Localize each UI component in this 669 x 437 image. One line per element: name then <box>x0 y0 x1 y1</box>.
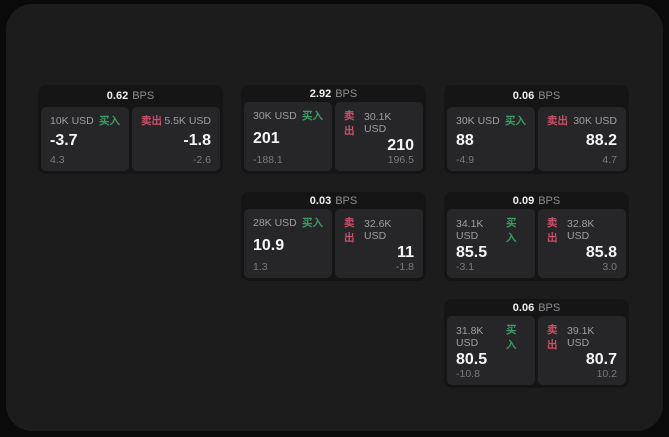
sell-change: -1.8 <box>395 261 414 273</box>
bps-unit: BPS <box>132 90 155 102</box>
sell-cell[interactable]: 卖出 32.8K USD 85.8 3.0 <box>538 209 626 278</box>
quote-card: 0.06 BPS 31.8K USD 买入 80.5 -10.8 卖出 39.1… <box>444 299 629 388</box>
buy-change: -3.1 <box>456 261 475 273</box>
card-header: 0.62 BPS <box>38 85 223 107</box>
buy-amount: 34.1K USD <box>456 218 484 242</box>
buy-change: -4.9 <box>456 154 475 166</box>
buy-label: 买入 <box>302 217 323 229</box>
card-body: 28K USD 买入 10.9 1.3 卖出 32.6K USD 11 -1.8 <box>241 209 426 281</box>
sell-label: 卖出 <box>344 217 355 244</box>
buy-label: 买入 <box>506 217 517 244</box>
buy-price: 80.5 <box>456 351 488 368</box>
buy-price: 85.5 <box>456 244 488 261</box>
bps-value: 2.92 <box>309 87 332 100</box>
sell-price: 80.7 <box>585 351 617 368</box>
buy-amount: 30K USD <box>456 114 500 127</box>
sell-cell[interactable]: 卖出 5.5K USD -1.8 -2.6 <box>132 107 220 171</box>
sell-amount: 32.8K USD <box>566 218 595 242</box>
sell-price: 85.8 <box>585 244 617 261</box>
bps-value: 0.62 <box>106 90 129 102</box>
sell-change: 3.0 <box>602 261 617 273</box>
buy-amount: 28K USD <box>253 216 297 229</box>
buy-change: 1.3 <box>253 261 268 273</box>
sell-change: 4.7 <box>602 154 617 166</box>
sell-price: -1.8 <box>183 132 211 149</box>
sell-price: 210 <box>387 137 414 154</box>
card-body: 30K USD 买入 201 -188.1 卖出 30.1K USD 210 1… <box>241 102 426 174</box>
sell-label: 卖出 <box>547 324 558 351</box>
sell-amount: 39.1K USD <box>566 325 595 349</box>
bps-value: 0.09 <box>512 194 535 207</box>
sell-label: 卖出 <box>547 115 568 127</box>
card-body: 34.1K USD 买入 85.5 -3.1 卖出 32.8K USD 85.8… <box>444 209 629 281</box>
sell-change: 196.5 <box>387 154 414 166</box>
buy-change: 4.3 <box>50 154 65 166</box>
buy-price: 201 <box>253 129 280 147</box>
sell-label: 卖出 <box>344 110 355 137</box>
sell-price: 11 <box>397 244 414 261</box>
buy-cell[interactable]: 31.8K USD 买入 80.5 -10.8 <box>447 316 535 385</box>
quote-card: 0.09 BPS 34.1K USD 买入 85.5 -3.1 卖出 32.8K… <box>444 192 629 281</box>
sell-label: 卖出 <box>141 115 162 127</box>
bps-unit: BPS <box>538 194 561 207</box>
buy-cell[interactable]: 10K USD 买入 -3.7 4.3 <box>41 107 129 171</box>
card-header: 0.03 BPS <box>241 192 426 209</box>
sell-price: 88.2 <box>585 132 617 149</box>
sell-amount: 30.1K USD <box>363 111 392 135</box>
sell-amount: 32.6K USD <box>363 218 392 242</box>
bps-unit: BPS <box>335 87 358 100</box>
buy-cell[interactable]: 28K USD 买入 10.9 1.3 <box>244 209 332 278</box>
card-body: 10K USD 买入 -3.7 4.3 卖出 5.5K USD -1.8 -2.… <box>38 107 223 174</box>
bps-unit: BPS <box>335 194 358 207</box>
sell-label: 卖出 <box>547 217 558 244</box>
buy-price: 88 <box>456 132 474 149</box>
buy-label: 买入 <box>505 115 526 127</box>
card-header: 0.06 BPS <box>444 299 629 316</box>
card-body: 30K USD 买入 88 -4.9 卖出 30K USD 88.2 4.7 <box>444 107 629 174</box>
card-header: 0.06 BPS <box>444 85 629 107</box>
app-panel: 0.62 BPS 10K USD 买入 -3.7 4.3 卖出 5.5K USD <box>6 4 663 431</box>
buy-cell[interactable]: 30K USD 买入 88 -4.9 <box>447 107 535 171</box>
sell-amount: 5.5K USD <box>164 114 211 127</box>
card-header: 2.92 BPS <box>241 85 426 102</box>
card-body: 31.8K USD 买入 80.5 -10.8 卖出 39.1K USD 80.… <box>444 316 629 388</box>
buy-label: 买入 <box>506 324 517 351</box>
buy-price: -3.7 <box>50 132 78 149</box>
sell-cell[interactable]: 卖出 30K USD 88.2 4.7 <box>538 107 626 171</box>
buy-amount: 30K USD <box>253 109 297 122</box>
sell-cell[interactable]: 卖出 32.6K USD 11 -1.8 <box>335 209 423 278</box>
quote-card: 2.92 BPS 30K USD 买入 201 -188.1 卖出 30.1K … <box>241 85 426 174</box>
buy-cell[interactable]: 34.1K USD 买入 85.5 -3.1 <box>447 209 535 278</box>
quote-card: 0.03 BPS 28K USD 买入 10.9 1.3 卖出 32.6K US… <box>241 192 426 281</box>
buy-label: 买入 <box>302 110 323 122</box>
quote-grid: 0.62 BPS 10K USD 买入 -3.7 4.3 卖出 5.5K USD <box>38 85 629 388</box>
buy-amount: 10K USD <box>50 114 94 127</box>
sell-change: -2.6 <box>192 154 211 166</box>
bps-value: 0.06 <box>512 90 535 102</box>
card-header: 0.09 BPS <box>444 192 629 209</box>
buy-change: -10.8 <box>456 368 480 380</box>
sell-cell[interactable]: 卖出 30.1K USD 210 196.5 <box>335 102 423 171</box>
quote-card: 0.62 BPS 10K USD 买入 -3.7 4.3 卖出 5.5K USD <box>38 85 223 174</box>
buy-change: -188.1 <box>253 154 283 166</box>
buy-cell[interactable]: 30K USD 买入 201 -188.1 <box>244 102 332 171</box>
bps-unit: BPS <box>538 90 561 102</box>
buy-label: 买入 <box>99 115 120 127</box>
sell-change: 10.2 <box>596 368 617 380</box>
quote-card: 0.06 BPS 30K USD 买入 88 -4.9 卖出 30K USD <box>444 85 629 174</box>
sell-amount: 30K USD <box>573 114 617 127</box>
bps-value: 0.06 <box>512 301 535 314</box>
buy-price: 10.9 <box>253 236 285 254</box>
bps-value: 0.03 <box>309 194 332 207</box>
buy-amount: 31.8K USD <box>456 325 484 349</box>
bps-unit: BPS <box>538 301 561 314</box>
sell-cell[interactable]: 卖出 39.1K USD 80.7 10.2 <box>538 316 626 385</box>
